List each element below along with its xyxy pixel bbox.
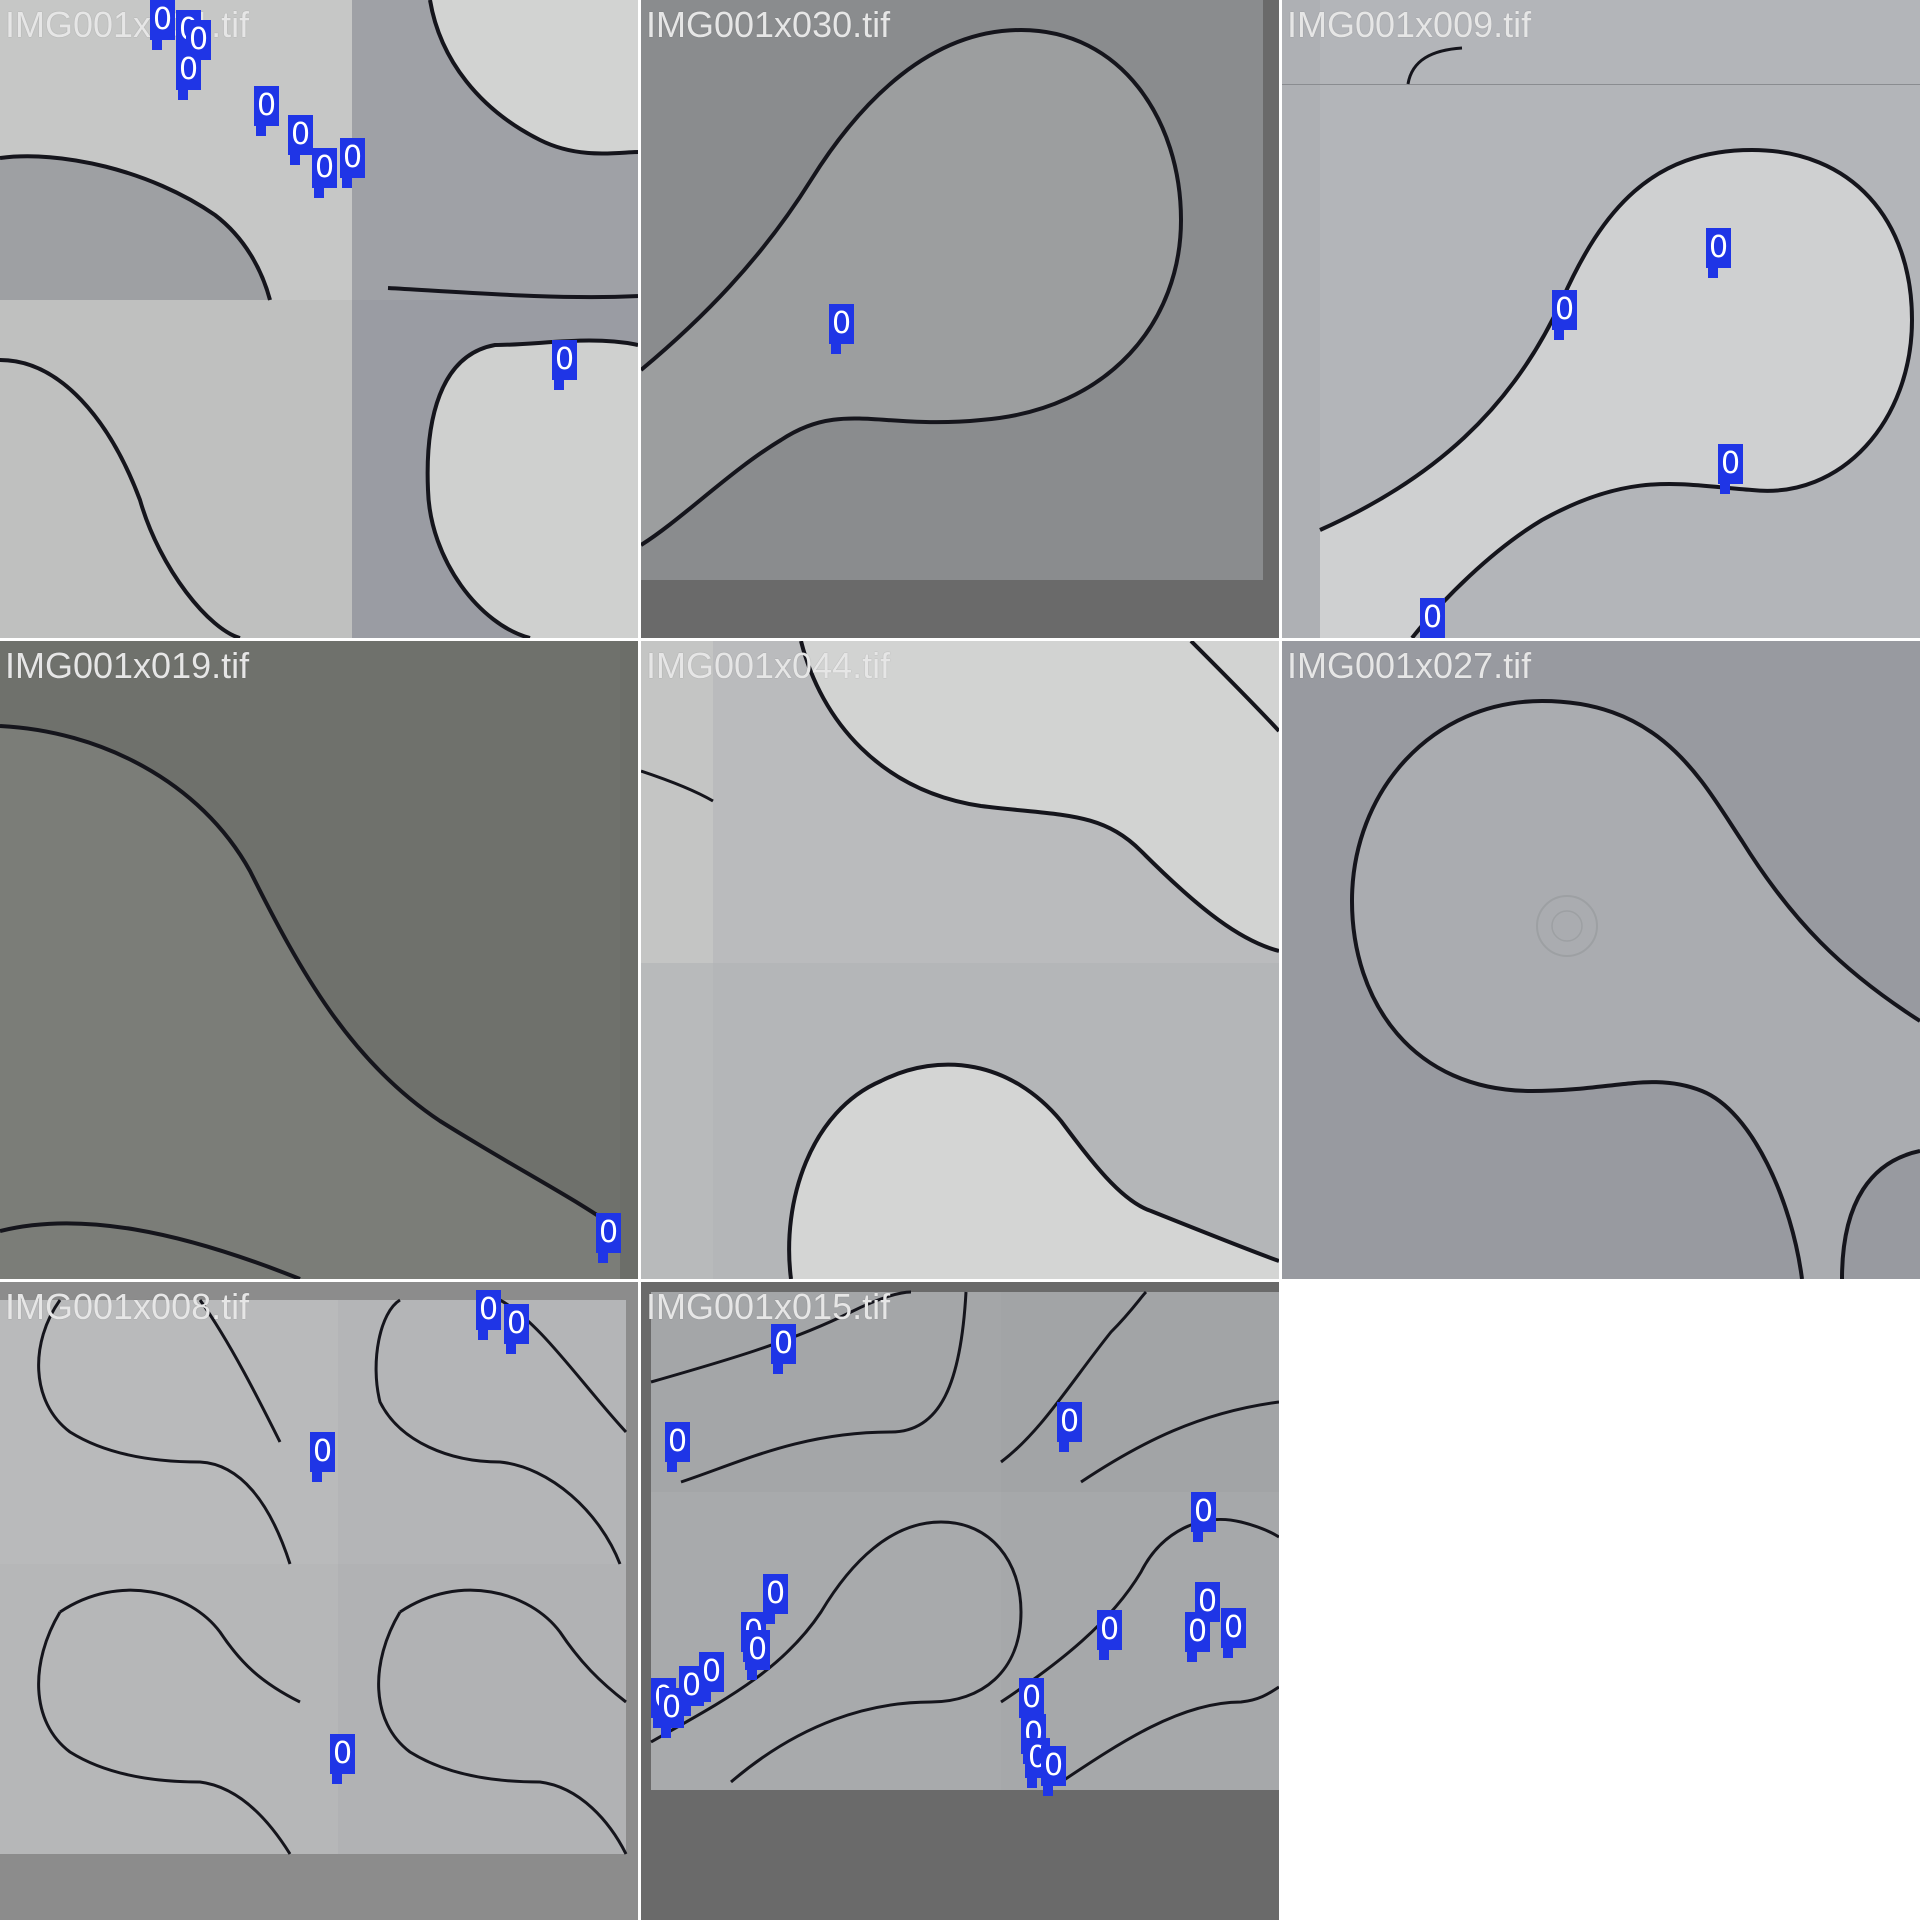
image-tile-x008: IMG001x008.tif 0 0 0 0	[0, 1282, 638, 1920]
detection-box: 0	[596, 1213, 622, 1263]
detection-box: 0	[1041, 1746, 1067, 1796]
detection-box: 0	[771, 1324, 797, 1374]
image-tile-x044: IMG001x044.tif	[641, 641, 1279, 1279]
microscopy-mosaic-x044	[641, 641, 1279, 1279]
detection-box: 0	[1057, 1402, 1083, 1452]
detection-box: 0	[659, 1688, 685, 1738]
image-filename-label: IMG001x027.tif	[1287, 645, 1532, 686]
detection-box: 0	[1019, 1678, 1045, 1728]
image-tile-x031: IMG001x031.tif 0 0 0 0 0 0 0 0 0	[0, 0, 638, 638]
detection-box: 0	[330, 1734, 356, 1784]
image-tile-x009: IMG001x009.tif 0 0 0 0	[1282, 0, 1920, 638]
detection-box: 0	[1185, 1612, 1211, 1662]
detection-box: 0	[312, 148, 338, 198]
image-filename-label: IMG001x031.tif	[5, 4, 250, 45]
image-tile-x019: IMG001x019.tif 0	[0, 641, 638, 1279]
detection-box: 0	[552, 340, 578, 390]
image-filename-label: IMG001x044.tif	[646, 645, 891, 686]
detection-box: 0	[504, 1304, 530, 1354]
detection-box: 0	[763, 1574, 789, 1624]
detection-box: 0	[1552, 290, 1578, 340]
microscopy-mosaic-x008	[0, 1282, 638, 1920]
image-filename-label: IMG001x019.tif	[5, 645, 250, 686]
detection-box: 0	[150, 0, 176, 50]
image-filename-label: IMG001x008.tif	[5, 1286, 250, 1327]
microscopy-mosaic-x009	[1282, 0, 1920, 638]
detection-box: 0	[829, 304, 855, 354]
microscopy-mosaic-x031	[0, 0, 638, 638]
image-filename-label: IMG001x015.tif	[646, 1286, 891, 1327]
detection-box: 0	[1191, 1492, 1217, 1542]
detection-box: 0	[288, 115, 314, 165]
microscopy-image-x030	[641, 0, 1279, 638]
detection-box: 0	[254, 86, 280, 136]
detection-box: 0	[665, 1422, 691, 1472]
image-filename-label: IMG001x030.tif	[646, 4, 891, 45]
image-tile-x030: IMG001x030.tif 0	[641, 0, 1279, 638]
microscopy-mosaic-x015	[641, 1282, 1279, 1920]
detection-box: 0	[1718, 444, 1744, 494]
image-tile-x027: IMG001x027.tif	[1282, 641, 1920, 1279]
microscopy-image-x019	[0, 641, 638, 1279]
detection-box: 0	[340, 138, 366, 188]
detection-box: 0	[1420, 598, 1446, 638]
detection-box: 0	[679, 1666, 705, 1716]
detection-box: 0	[310, 1432, 336, 1482]
detection-box: 0	[476, 1290, 502, 1340]
image-filename-label: IMG001x009.tif	[1287, 4, 1532, 45]
image-tile-x015: IMG001x015.tif 0 0 0 0 0 0 0 0 0 0 0 0 0…	[641, 1282, 1279, 1920]
detection-box: 0	[1221, 1608, 1247, 1658]
detection-box: 0	[745, 1630, 771, 1680]
microscopy-image-x027	[1282, 641, 1920, 1279]
detection-box: 0	[1097, 1610, 1123, 1660]
detection-box: 0	[176, 50, 202, 100]
detection-box: 0	[1706, 228, 1732, 278]
